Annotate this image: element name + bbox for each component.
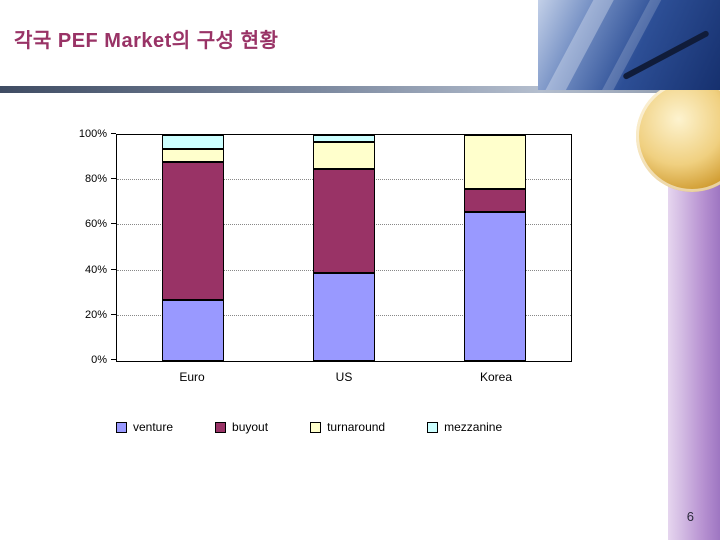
category-label: US [335, 370, 353, 384]
page-number: 6 [686, 509, 694, 524]
legend-swatch [116, 421, 127, 433]
y-tick-mark [111, 268, 116, 270]
plot-area [116, 134, 572, 362]
y-tick-mark [111, 313, 116, 315]
y-tick-mark [111, 359, 116, 360]
y-tick-mark [111, 133, 116, 134]
legend-label: turnaround [327, 420, 386, 434]
stacked-bar-us [312, 135, 375, 361]
legend-swatch [310, 421, 322, 433]
y-tick-mark [111, 223, 116, 225]
page-title: 각국 PEF Market의 구성 현황 [14, 30, 279, 52]
legend-item-mezzanine: mezzanine [427, 420, 502, 434]
bar-segment-turnaround [161, 148, 224, 163]
category-label: Euro [179, 370, 205, 384]
y-tick-label: 0% [91, 354, 107, 366]
bar-segment-turnaround [464, 135, 527, 190]
category-label: Korea [479, 370, 513, 384]
legend-swatch [427, 421, 439, 433]
header-decoration-image [538, 0, 720, 90]
gold-coin-decoration [636, 80, 720, 192]
y-axis: 0% 20% 40% 60% 80% 100% [72, 128, 116, 366]
legend-label: mezzanine [444, 420, 503, 434]
y-tick-label: 80% [84, 173, 107, 186]
bar-segment-buyout [464, 189, 527, 212]
bar-segment-buyout [312, 168, 375, 273]
bar-segment-venture [464, 211, 527, 361]
y-tick-label: 40% [84, 263, 107, 276]
y-tick-mark [111, 178, 116, 180]
legend-swatch [215, 421, 227, 433]
legend-item-venture: venture [116, 420, 173, 434]
chart-body: 0% 20% 40% 60% 80% 100% [72, 128, 572, 366]
stacked-bar-euro [161, 135, 224, 361]
x-axis-labels: Euro US Korea [116, 370, 572, 384]
chart-legend: venture buyout turnaround mezzanine [116, 420, 572, 434]
bar-segment-turnaround [312, 141, 375, 169]
legend-label: buyout [232, 420, 269, 434]
image-highlight-streak [538, 0, 618, 90]
title-divider [0, 86, 720, 93]
bar-segment-buyout [161, 162, 224, 300]
bar-segment-venture [161, 299, 224, 361]
y-tick-label: 20% [84, 308, 107, 321]
right-sidebar-band [668, 172, 720, 540]
bar-segment-mezzanine [312, 135, 375, 142]
stacked-bar-chart: 0% 20% 40% 60% 80% 100% Euro US Korea venture bu… [72, 128, 572, 434]
stacked-bar-korea [464, 135, 527, 361]
legend-label: venture [133, 420, 174, 434]
bar-segment-mezzanine [161, 135, 224, 149]
y-tick-label: 60% [84, 218, 107, 231]
legend-item-turnaround: turnaround [310, 420, 385, 434]
legend-item-buyout: buyout [215, 420, 268, 434]
y-tick-label: 100% [78, 128, 107, 140]
bar-segment-venture [312, 272, 375, 361]
